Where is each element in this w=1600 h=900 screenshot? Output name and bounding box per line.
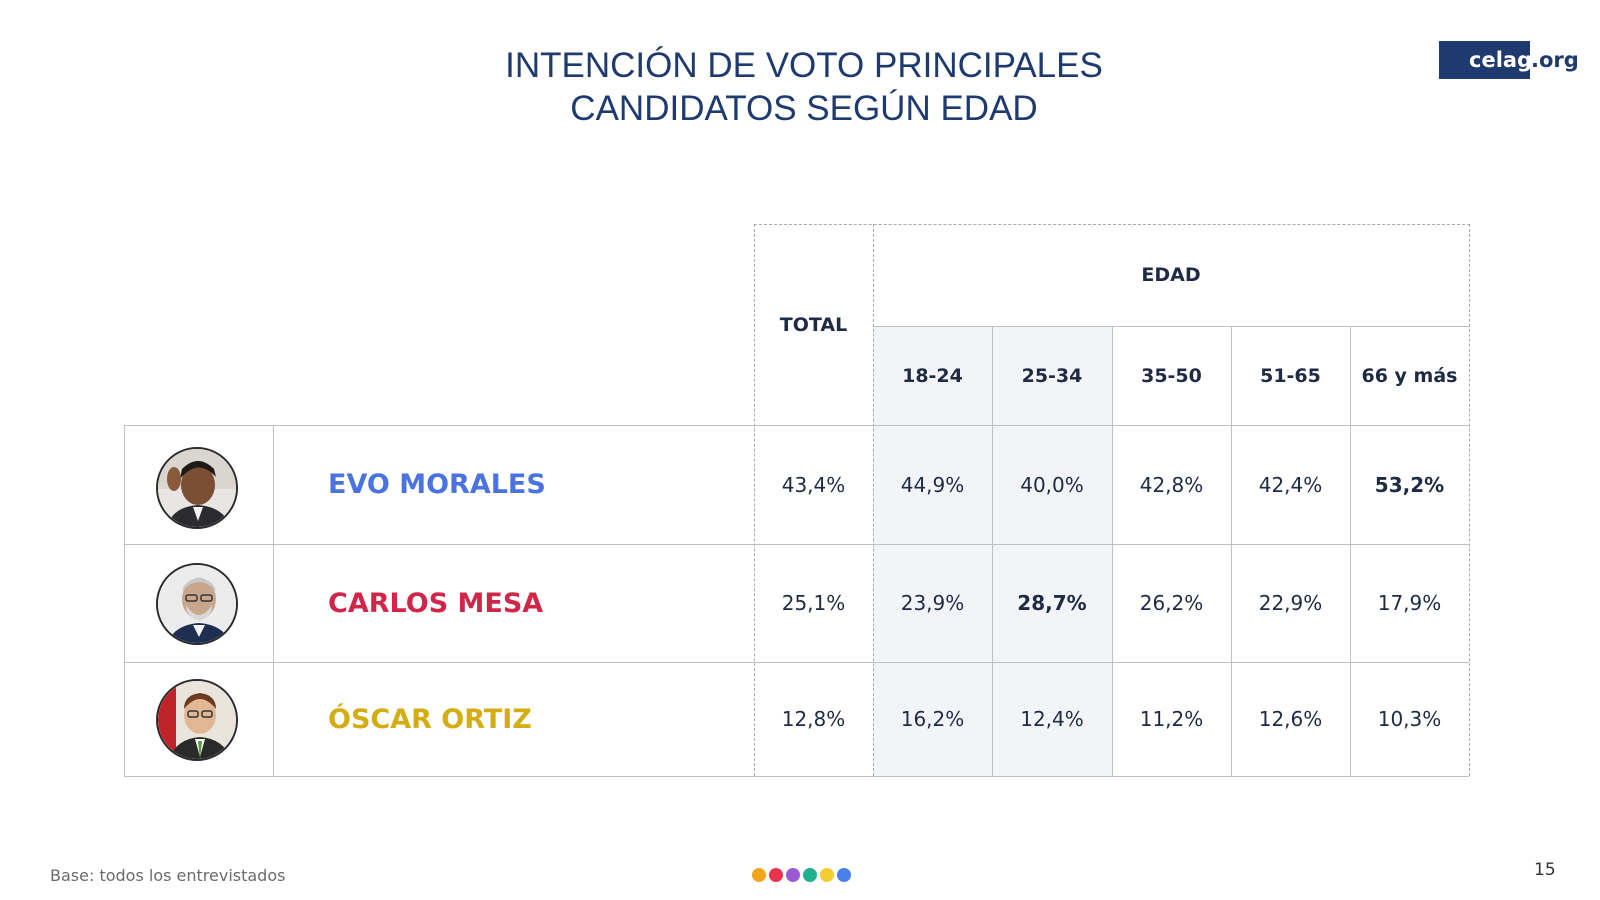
header-right-border <box>1469 224 1470 776</box>
title-line-2: CANDIDATOS SEGÚN EDAD <box>570 89 1038 128</box>
dot-orange <box>752 868 766 882</box>
carlos-mesa-18-24: 23,9% <box>900 591 965 615</box>
title-line-1: INTENCIÓN DE VOTO PRINCIPALES <box>505 46 1103 85</box>
dot-green <box>803 868 817 882</box>
logo-main-text: celag <box>1469 48 1533 72</box>
carlos-mesa-35-50: 26,2% <box>1139 591 1204 615</box>
carlos-mesa-25-34: 28,7% <box>1017 591 1087 615</box>
carlos-mesa-photo-icon <box>158 565 236 643</box>
candidate-name-carlos-mesa: CARLOS MESA <box>328 587 544 619</box>
dot-yellow <box>820 868 834 882</box>
header-total-divider <box>873 224 874 776</box>
base-note: Base: todos los entrevistados <box>50 866 286 885</box>
dot-blue <box>837 868 851 882</box>
age-header-18-24: 18-24 <box>902 364 963 387</box>
carlos-mesa-51-65: 22,9% <box>1258 591 1323 615</box>
age-header-25-34: 25-34 <box>1021 364 1083 387</box>
evo-morales-25-34: 40,0% <box>1020 472 1084 497</box>
carlos-mesa-avatar <box>156 563 238 645</box>
oscar-ortiz-total: 12,8% <box>781 707 846 731</box>
page-title: INTENCIÓN DE VOTO PRINCIPALES CANDIDATOS… <box>384 44 1224 130</box>
total-header: TOTAL <box>779 314 848 336</box>
logo-suffix-text: .org <box>1531 48 1579 72</box>
evo-morales-avatar <box>156 447 238 529</box>
oscar-ortiz-25-34: 12,4% <box>1020 707 1084 731</box>
evo-morales-66-plus: 53,2% <box>1374 472 1445 497</box>
table-bottom-line <box>124 776 1469 777</box>
age-header-top-line <box>873 326 1469 327</box>
age-group-header: EDAD <box>1141 264 1201 286</box>
carlos-mesa-total: 25,1% <box>781 591 846 615</box>
logo-box <box>1439 41 1530 79</box>
candidate-name-oscar-ortiz: ÓSCAR ORTIZ <box>328 703 532 735</box>
carlos-mesa-66-plus: 17,9% <box>1377 591 1442 615</box>
page-number: 15 <box>1534 860 1556 880</box>
age-header-51-65: 51-65 <box>1260 364 1321 387</box>
dot-red <box>769 868 783 882</box>
color-dots <box>752 868 851 882</box>
age-header-66-plus: 66 y más <box>1361 364 1458 387</box>
row-3-top-line <box>124 662 1469 663</box>
evo-morales-35-50: 42,8% <box>1139 472 1204 497</box>
col-divider-1 <box>992 326 993 776</box>
oscar-ortiz-photo-icon <box>158 681 236 759</box>
oscar-ortiz-avatar <box>156 679 238 761</box>
row-2-top-line <box>124 544 1469 545</box>
header-left-border <box>754 224 755 776</box>
shade-col-25-34 <box>992 326 1112 776</box>
oscar-ortiz-18-24: 16,2% <box>900 707 965 731</box>
evo-morales-51-65: 42,4% <box>1258 472 1323 497</box>
evo-morales-18-24: 44,9% <box>900 472 965 497</box>
candidate-name-evo-morales: EVO MORALES <box>328 469 546 500</box>
oscar-ortiz-51-65: 12,6% <box>1258 707 1323 731</box>
oscar-ortiz-35-50: 11,2% <box>1139 707 1204 731</box>
col-divider-2 <box>1112 326 1113 776</box>
dot-purple <box>786 868 800 882</box>
evo-morales-total: 43,4% <box>781 472 846 497</box>
oscar-ortiz-66-plus: 10,3% <box>1377 707 1442 731</box>
table-left-line <box>124 425 125 776</box>
col-divider-3 <box>1231 326 1232 776</box>
evo-morales-photo-icon <box>158 449 236 527</box>
header-top-border <box>754 224 1470 225</box>
age-header-35-50: 35-50 <box>1141 364 1202 387</box>
shade-col-18-24 <box>873 326 992 776</box>
row-1-top-line <box>124 425 1469 426</box>
col-divider-4 <box>1350 326 1351 776</box>
photo-name-divider <box>273 425 274 776</box>
